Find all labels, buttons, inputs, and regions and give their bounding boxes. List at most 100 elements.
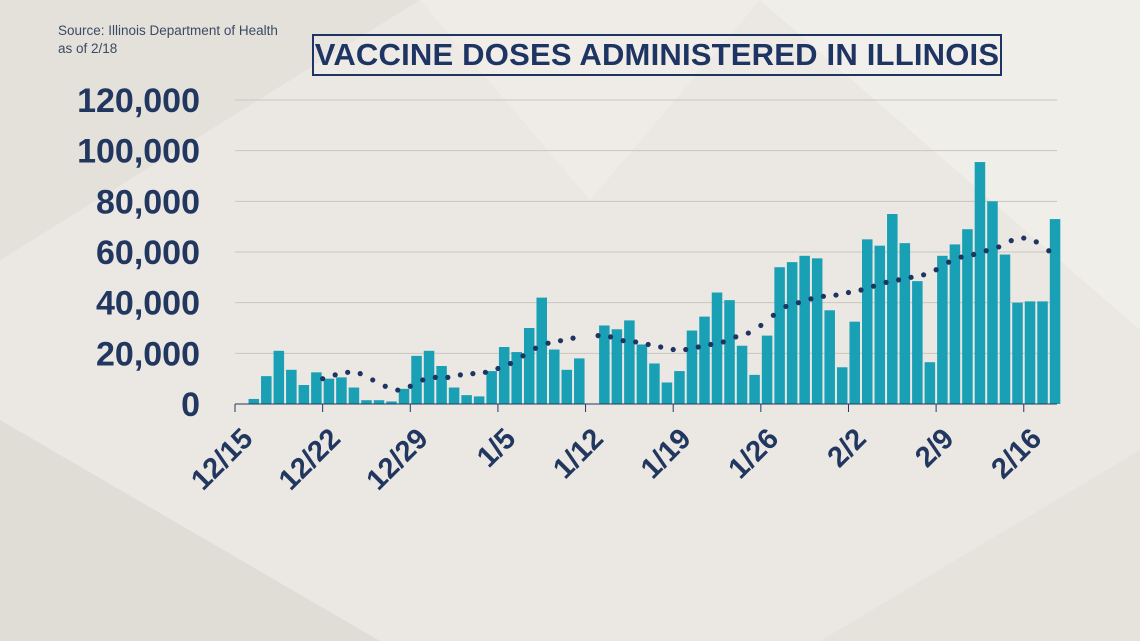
bar xyxy=(549,349,560,404)
trend-dot xyxy=(745,330,751,336)
bar xyxy=(1012,302,1023,404)
trend-dot xyxy=(795,300,802,306)
trend-dot xyxy=(996,244,1002,250)
y-tick-label: 60,000 xyxy=(96,234,200,272)
bar xyxy=(561,369,573,404)
trend-dot xyxy=(820,293,827,299)
trend-dot xyxy=(808,296,814,302)
bar xyxy=(887,214,898,404)
bar xyxy=(611,329,623,404)
bar xyxy=(811,258,823,404)
bar xyxy=(536,297,547,404)
bar xyxy=(1037,301,1048,404)
trend-dot xyxy=(1046,248,1052,254)
trend-dot xyxy=(708,341,714,348)
as-of-line: as of 2/18 xyxy=(58,41,118,56)
bar xyxy=(348,387,360,404)
y-tick-label: 100,000 xyxy=(77,133,200,171)
trend-dot xyxy=(645,341,651,348)
chart-title: VACCINE DOSES ADMINISTERED IN ILLINOIS xyxy=(314,37,1000,72)
bar xyxy=(949,244,961,404)
trend-dot xyxy=(720,339,726,345)
x-tick-label: 12/29 xyxy=(361,423,435,497)
trend-dot xyxy=(845,289,852,296)
trend-dot xyxy=(921,272,927,278)
trend-dot xyxy=(658,344,664,350)
trend-dot xyxy=(983,248,989,254)
trend-dot xyxy=(783,303,789,310)
bar xyxy=(473,396,485,404)
trend-dot xyxy=(870,283,877,289)
trend-dot xyxy=(432,374,438,380)
bar xyxy=(937,255,948,404)
bar xyxy=(423,350,435,404)
trend-dot xyxy=(482,369,488,375)
trend-dot xyxy=(620,338,626,344)
bar xyxy=(724,300,735,404)
trend-dot xyxy=(1033,239,1039,245)
bar xyxy=(523,328,535,404)
trend-dot xyxy=(407,383,413,389)
trend-dot xyxy=(733,334,739,340)
x-tick-label: 2/9 xyxy=(909,423,960,474)
x-tick-label: 2/16 xyxy=(986,423,1049,486)
trend-dot xyxy=(332,372,338,378)
trend-dot xyxy=(670,346,676,353)
bar xyxy=(699,316,710,404)
bar xyxy=(711,292,723,404)
trend-dot xyxy=(895,277,902,283)
trend-dot xyxy=(946,259,952,265)
y-tick-label: 0 xyxy=(181,386,200,424)
bar xyxy=(398,388,410,404)
trend-dot xyxy=(457,372,463,378)
bar xyxy=(1024,301,1036,404)
trend-dot xyxy=(370,377,376,383)
bar xyxy=(999,254,1011,404)
bar xyxy=(448,387,460,404)
x-tick-label: 1/12 xyxy=(547,423,610,486)
source-note: Source: Illinois Department of Health as… xyxy=(58,22,278,58)
trend-dot xyxy=(445,374,451,380)
bar xyxy=(661,382,673,404)
trend-dot xyxy=(345,369,351,375)
source-line: Source: Illinois Department of Health xyxy=(58,23,278,38)
bar xyxy=(361,400,372,404)
bar xyxy=(511,352,522,404)
bar xyxy=(273,350,285,404)
trend-dot xyxy=(683,346,689,353)
bar xyxy=(974,162,986,404)
bar xyxy=(624,320,635,404)
trend-dot xyxy=(470,371,476,377)
chart-title-box: VACCINE DOSES ADMINISTERED IN ILLINOIS xyxy=(312,34,1002,76)
y-tick-label: 120,000 xyxy=(77,82,200,120)
bar xyxy=(649,363,660,404)
trend-dot xyxy=(382,383,388,389)
x-tick-label: 1/19 xyxy=(635,423,698,486)
bar xyxy=(987,201,998,404)
bar xyxy=(248,398,260,404)
trend-dot xyxy=(495,365,501,372)
bar xyxy=(323,378,335,404)
bar xyxy=(799,255,810,404)
trend-dot xyxy=(320,376,326,382)
trend-dot xyxy=(971,251,977,258)
bar xyxy=(411,355,422,404)
trend-dot xyxy=(395,387,401,393)
trend-dot xyxy=(570,335,576,341)
bar xyxy=(286,369,297,404)
trend-dot xyxy=(695,344,701,350)
bar xyxy=(686,330,698,404)
trend-dot xyxy=(883,279,889,285)
bar xyxy=(298,385,310,404)
bar xyxy=(1049,219,1061,404)
bar xyxy=(899,243,911,404)
bar xyxy=(862,239,873,404)
trend-dot xyxy=(908,274,914,280)
bar xyxy=(261,376,272,404)
bar xyxy=(674,371,685,404)
trend-dot xyxy=(608,334,614,340)
trend-dot xyxy=(958,254,964,260)
bar xyxy=(786,262,798,404)
bar xyxy=(436,366,447,404)
